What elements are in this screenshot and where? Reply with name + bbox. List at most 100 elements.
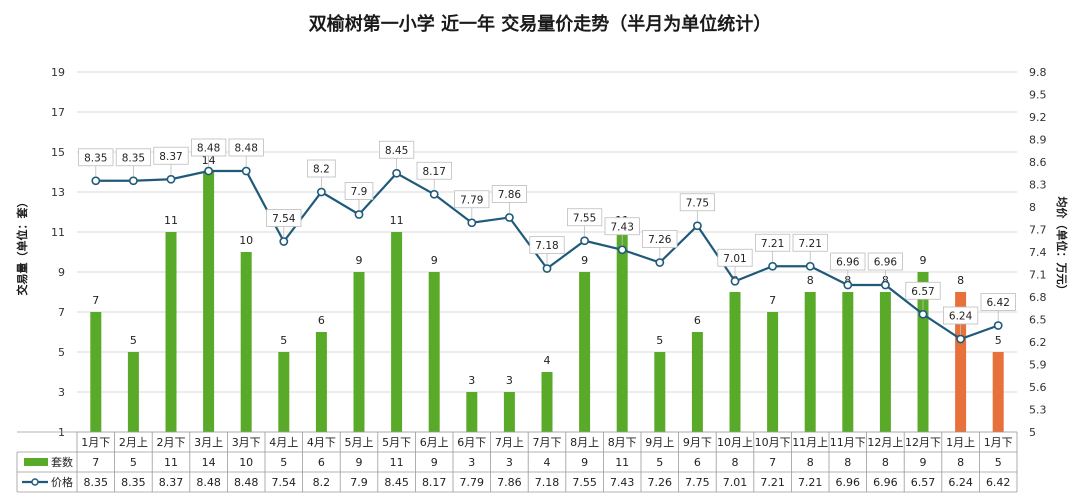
bar [955,292,967,432]
table-count-cell: 8 [957,456,964,469]
price-point [392,168,401,178]
y2-tick-label: 6.2 [1029,336,1047,349]
table-count-cell: 7 [92,456,99,469]
table-price-cell: 7.55 [572,476,597,489]
price-value-label: 8.35 [122,152,145,164]
table-count-cell: 5 [130,456,137,469]
y2-tick-label: 8.3 [1029,179,1047,192]
price-value-label: 6.96 [836,257,860,269]
bar [240,252,252,432]
price-value-label: 8.45 [385,145,408,157]
legend-line: 价格 [22,475,73,489]
y-tick-label: 19 [51,66,65,79]
bar [90,312,102,432]
table-price-cell: 8.48 [234,476,259,489]
price-point [580,236,589,246]
y-tick-label: 1 [58,426,65,439]
price-value-label: 8.48 [235,143,258,155]
price-point [993,321,1003,330]
bar-value-label: 3 [468,374,475,387]
table-price-cell: 7.18 [535,476,560,489]
bar [391,232,403,432]
bar-value-label: 8 [807,274,814,287]
y-tick-label: 7 [58,306,65,319]
bar-value-label: 7 [92,294,99,307]
price-value-label: 7.9 [351,186,368,198]
price-point [693,221,702,231]
table-price-cell: 7.79 [460,476,485,489]
price-point [805,261,815,271]
x-tick-label: 9月下 [683,436,712,449]
x-tick-label: 10月上 [717,436,753,449]
x-tick-label: 7月下 [533,436,562,449]
bar [767,312,779,432]
table-price-cell: 7.26 [648,476,673,489]
bar-value-label: 11 [390,214,404,227]
table-count-cell: 11 [390,456,404,469]
bar-value-label: 4 [544,354,551,367]
x-tick-label: 8月上 [570,436,599,449]
y-tick-label: 13 [51,186,65,199]
x-tick-label: 3月下 [232,436,261,449]
price-point [881,280,890,290]
table-count-cell: 9 [431,456,438,469]
bar-value-label: 3 [506,374,513,387]
price-point [204,166,213,176]
y2-tick-label: 6.8 [1029,291,1047,304]
price-point [918,309,928,319]
bar [729,292,741,432]
table-price-cell: 7.54 [272,476,297,489]
table-price-cell: 6.24 [948,476,973,489]
price-value-label: 6.96 [874,257,898,269]
price-point [504,213,514,222]
price-value-label: 8.2 [313,164,330,176]
bar [879,292,891,432]
price-point [542,264,552,273]
table-count-cell: 6 [694,456,701,469]
bar [127,352,139,432]
bar-value-label: 7 [769,294,776,307]
bars: 751114105691193349115687888985 [90,154,1004,432]
x-tick-label: 1月下 [984,436,1013,449]
x-tick-label: 4月上 [269,436,298,449]
x-tick-label: 5月下 [382,436,411,449]
table-count-cell: 11 [164,456,178,469]
table-count-cell: 5 [280,456,287,469]
bar [842,292,854,432]
table-count-cell: 8 [882,456,889,469]
table-count-cell: 8 [844,456,851,469]
price-point [956,334,965,344]
bar [315,332,327,432]
price-value-label: 7.21 [761,238,784,250]
price-point [617,245,627,255]
x-tick-label: 9月上 [645,436,674,449]
price-value-label: 8.35 [84,152,107,164]
y-tick-label: 11 [51,226,65,239]
table-price-cell: 7.9 [350,476,368,489]
bar [165,232,177,432]
legend-bar-swatch [24,458,48,466]
price-value-label: 6.42 [987,297,1010,309]
table-price-cell: 8.45 [384,476,409,489]
bar [804,292,816,432]
x-tick-label: 6月上 [420,436,449,449]
table-price-cell: 7.43 [610,476,635,489]
y2-tick-label: 8.6 [1029,156,1047,169]
price-point [429,189,439,199]
x-tick-label: 7月上 [495,436,524,449]
table-price-cell: 7.21 [760,476,785,489]
y2-tick-label: 7.7 [1029,224,1047,237]
y2-axis-label: 均价（单位：万元） [1055,197,1069,296]
table-count-cell: 6 [318,456,325,469]
data-table: 1月下 7 8.35 2月上 5 8.35 2月下 11 8.37 3月上 14 8.48 3月下 10 8… [16,431,1018,493]
price-value-label: 7.75 [686,197,709,209]
table-price-cell: 7.86 [497,476,522,489]
bar-value-label: 9 [356,254,363,267]
x-tick-label: 4月下 [307,436,336,449]
bar-value-label: 9 [920,254,927,267]
y2-axis-ticks: 5 5.3 5.6 5.9 6.2 6.5 6.8 7.1 7.4 7.7 8 8.3 8.6 8.9 9.… [1029,66,1047,439]
legend-line-marker [31,478,39,486]
price-value-label: 8.17 [423,166,446,178]
